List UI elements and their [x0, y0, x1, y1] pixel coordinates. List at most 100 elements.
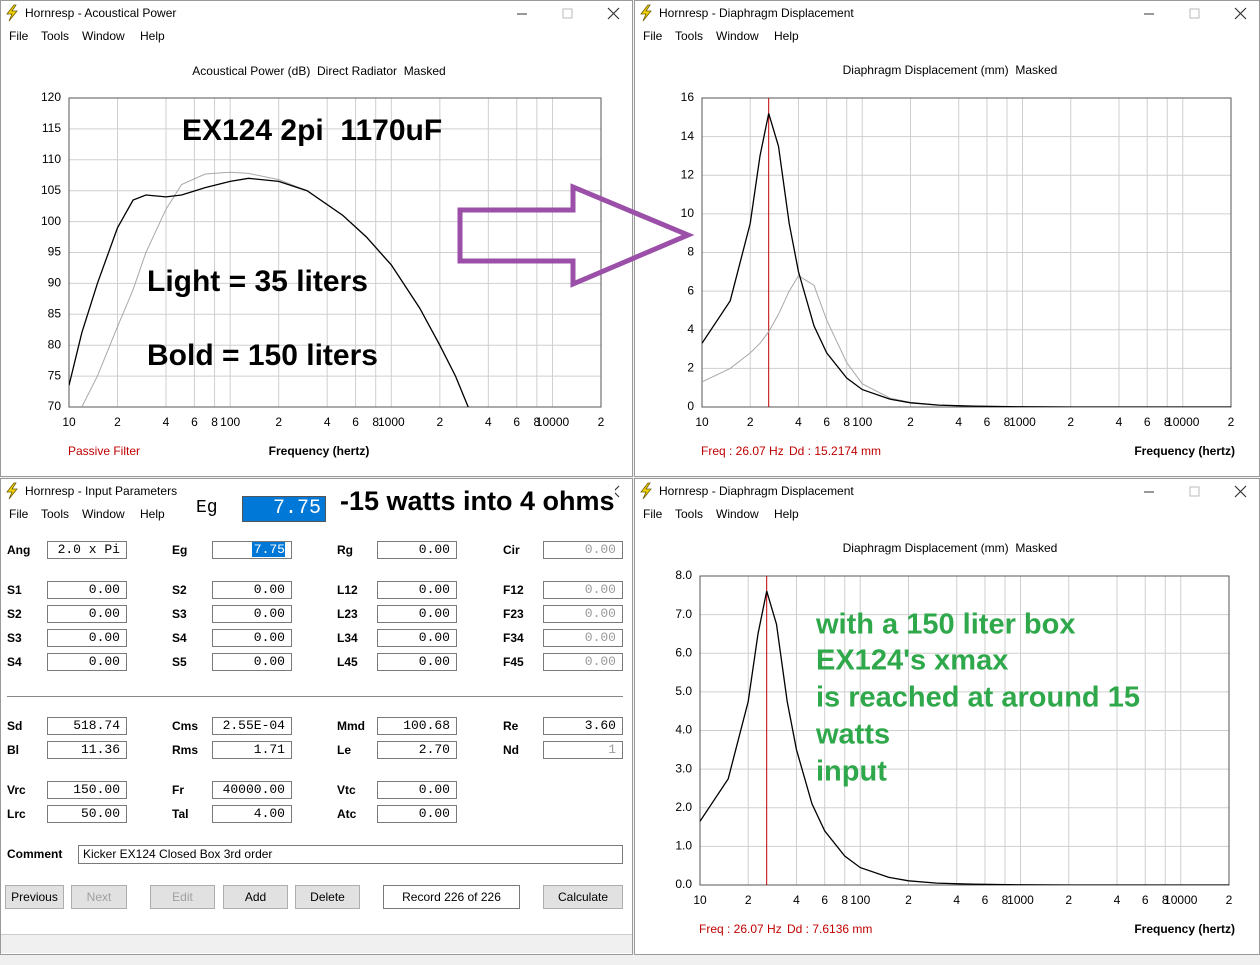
input-field[interactable]: 0.00 — [212, 581, 292, 599]
y-tick-label: 7.0 — [675, 607, 692, 621]
menu-item[interactable]: File — [643, 507, 663, 521]
input-field[interactable]: 0.00 — [543, 581, 623, 599]
menu-item[interactable]: Help — [140, 507, 165, 521]
menu-item[interactable]: Help — [774, 29, 799, 43]
overlay-box: Eg 7.75 — [186, 490, 341, 526]
input-field[interactable]: 0.00 — [543, 653, 623, 671]
input-field[interactable]: 518.74 — [47, 717, 127, 735]
input-field[interactable]: 0.00 — [212, 653, 292, 671]
y-tick-label: 4.0 — [675, 723, 692, 737]
menu-item[interactable]: Tools — [41, 507, 70, 521]
input-field[interactable]: 0.00 — [377, 541, 457, 559]
input-field[interactable]: 1.71 — [212, 741, 292, 759]
field-value: 0.00 — [418, 806, 450, 821]
menu-item[interactable]: Help — [140, 29, 165, 43]
input-field[interactable]: 1 — [543, 741, 623, 759]
x-tick-label: 1000 — [1007, 893, 1034, 907]
input-field[interactable]: 0.00 — [543, 541, 623, 559]
x-tick-label: 2 — [275, 415, 282, 429]
input-field[interactable]: 2.70 — [377, 741, 457, 759]
plot-border — [701, 97, 1232, 408]
window: Hornresp - Acoustical Power File Tools Wind… — [0, 0, 633, 477]
x-tick-label: 1000 — [378, 415, 405, 429]
field-label: Vrc — [7, 783, 26, 797]
menu-item[interactable]: Tools — [675, 507, 704, 521]
input-field[interactable]: 4.00 — [212, 805, 292, 823]
menu-item[interactable]: File — [643, 29, 663, 43]
input-field[interactable]: 40000.00 — [212, 781, 292, 799]
menu-item[interactable]: File — [9, 507, 29, 521]
y-tick-label: 110 — [42, 152, 61, 166]
field-label: S3 — [7, 631, 22, 645]
menu-item[interactable]: Window — [82, 29, 125, 43]
annotation: EX124's xmax — [816, 645, 1008, 677]
y-tick-label: 90 — [48, 276, 62, 290]
y-tick-label: 12 — [681, 167, 695, 181]
field-label: Cms — [172, 719, 199, 733]
field-value: 40000.00 — [222, 782, 285, 797]
input-field[interactable]: 0.00 — [47, 605, 127, 623]
field-value: 0.00 — [88, 582, 120, 597]
menu-item[interactable]: Window — [82, 507, 125, 521]
overlay-label: Eg — [196, 498, 218, 518]
y-tick-label: 6.0 — [675, 645, 692, 659]
input-field[interactable]: 50.00 — [47, 805, 127, 823]
x-tick-label: 8 — [1164, 415, 1171, 429]
x-tick-label: 8 — [843, 415, 850, 429]
status-bar — [1, 934, 632, 953]
x-axis-label: Frequency (hertz) — [1134, 444, 1235, 458]
button[interactable]: Previous — [5, 885, 64, 909]
field-value: 11.36 — [80, 742, 120, 757]
input-field[interactable]: 0.00 — [543, 629, 623, 647]
y-tick-label: 0 — [687, 399, 694, 413]
field-label: Ang — [7, 543, 31, 557]
input-field[interactable]: 3.60 — [543, 717, 623, 735]
comment-field[interactable]: Kicker EX124 Closed Box 3rd order — [78, 845, 623, 864]
window-controls — [517, 7, 620, 20]
field-label: Mmd — [337, 719, 365, 733]
input-field[interactable]: 2.0 x Pi — [47, 541, 127, 559]
field-label: L34 — [337, 631, 358, 645]
input-field[interactable]: 100.68 — [377, 717, 457, 735]
icon-bolt — [6, 4, 18, 22]
menu-item[interactable]: Tools — [675, 29, 704, 43]
input-field[interactable]: 0.00 — [377, 653, 457, 671]
menu-item[interactable]: Window — [716, 507, 759, 521]
menu-item[interactable]: Help — [774, 507, 799, 521]
button[interactable]: Delete — [295, 885, 360, 909]
x-tick-label: 6 — [982, 893, 989, 907]
x-tick-label: 1000 — [1009, 415, 1036, 429]
input-field[interactable]: 7.75 — [212, 541, 292, 559]
input-field[interactable]: 150.00 — [47, 781, 127, 799]
menu-item[interactable]: File — [9, 29, 29, 43]
menu-item[interactable]: Tools — [41, 29, 70, 43]
input-field[interactable]: 0.00 — [47, 629, 127, 647]
input-field[interactable]: 11.36 — [47, 741, 127, 759]
x-tick-label: 4 — [324, 415, 331, 429]
input-field[interactable]: 0.00 — [543, 605, 623, 623]
field-label: S4 — [7, 655, 22, 669]
field-value: 0.00 — [418, 654, 450, 669]
x-tick-label: 2 — [1228, 415, 1235, 429]
input-field[interactable]: 0.00 — [212, 605, 292, 623]
field-value: 2.0 x Pi — [57, 542, 120, 557]
input-field[interactable]: 0.00 — [47, 653, 127, 671]
input-field[interactable]: 0.00 — [377, 629, 457, 647]
input-field[interactable]: 0.00 — [377, 581, 457, 599]
input-field[interactable]: 0.00 — [212, 629, 292, 647]
button[interactable]: Add — [223, 885, 288, 909]
y-tick-label: 2.0 — [675, 800, 692, 814]
x-tick-label: 8 — [1004, 415, 1011, 429]
input-field[interactable]: 0.00 — [377, 805, 457, 823]
input-field[interactable]: 0.00 — [377, 605, 457, 623]
y-tick-label: 120 — [41, 90, 61, 104]
window-title: Hornresp - Input Parameters — [25, 484, 178, 498]
input-field[interactable]: 0.00 — [47, 581, 127, 599]
x-tick-label: 10 — [693, 893, 707, 907]
y-tick-label: 105 — [41, 183, 61, 197]
input-field[interactable]: 0.00 — [377, 781, 457, 799]
menu-item[interactable]: Window — [716, 29, 759, 43]
input-field[interactable]: 2.55E-04 — [212, 717, 292, 735]
button[interactable]: Calculate — [543, 885, 623, 909]
field-label: L23 — [337, 607, 358, 621]
